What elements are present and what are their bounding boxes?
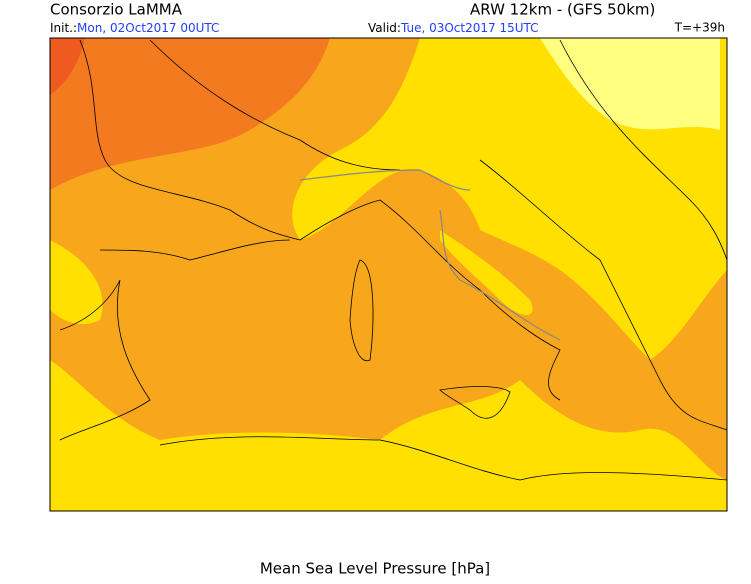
field <box>540 38 720 130</box>
field <box>440 230 533 315</box>
map <box>50 38 727 511</box>
field <box>50 360 727 511</box>
valid-value: Tue, 03Oct2017 15UTC <box>400 21 539 35</box>
init: Init.:Mon, 02Oct2017 00UTC <box>50 21 219 35</box>
init-label: Init.: <box>50 21 77 35</box>
borders <box>299 169 561 341</box>
valid-label: Valid: <box>368 21 401 35</box>
map-frame <box>49 37 728 512</box>
field <box>50 38 330 190</box>
field <box>50 38 85 95</box>
title: Consorzio LaMMA <box>50 1 183 19</box>
field <box>50 240 103 325</box>
init-value: Mon, 02Oct2017 00UTC <box>77 21 219 35</box>
model: ARW 12km - (GFS 50km) <box>470 1 655 19</box>
valid: Valid:Tue, 03Oct2017 15UTC <box>368 21 539 35</box>
step: T=+39h <box>674 21 725 35</box>
coastline <box>59 39 727 481</box>
legend-title: Mean Sea Level Pressure [hPa] <box>260 560 490 578</box>
